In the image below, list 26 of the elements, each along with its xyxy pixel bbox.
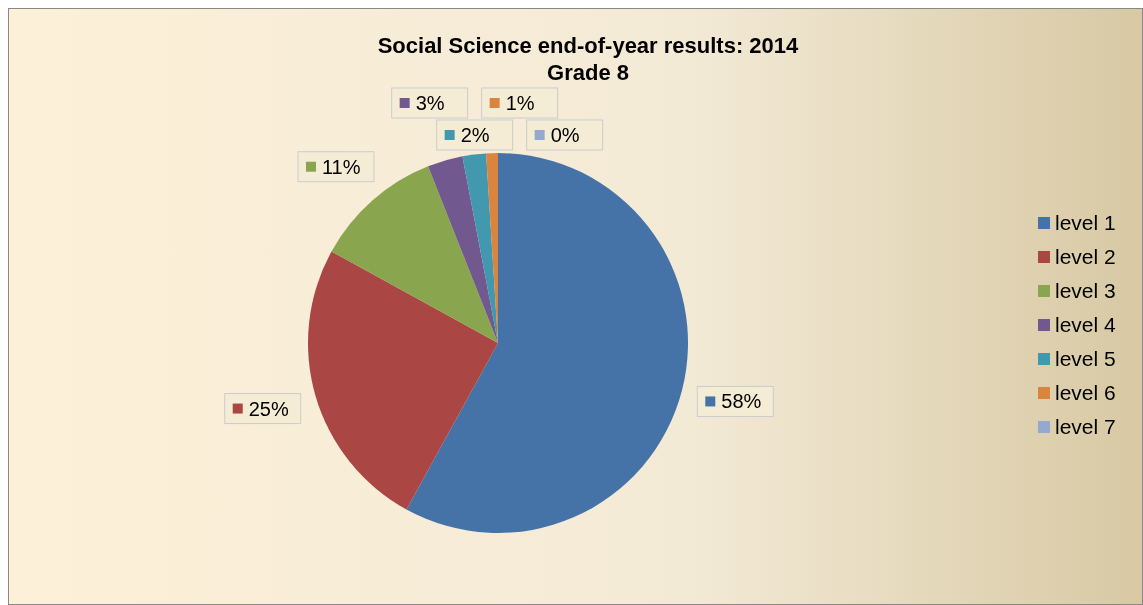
pie-slice — [428, 156, 498, 343]
callout: 2% — [436, 119, 514, 151]
legend-label: level 4 — [1055, 313, 1117, 336]
legend-label: level 3 — [1055, 279, 1116, 302]
callout: 25% — [224, 393, 302, 425]
pie-slice — [406, 153, 688, 533]
data-label: 25% — [248, 397, 289, 420]
chart-subtitle: Grade 8 — [547, 60, 629, 85]
callout: 11% — [297, 151, 375, 183]
legend-label: level 2 — [1055, 245, 1116, 268]
data-label: 3% — [415, 92, 445, 114]
legend-label: level 7 — [1055, 415, 1116, 438]
chart-title: Social Science end-of-year results: 2014 — [377, 33, 800, 58]
callout: 0% — [526, 119, 604, 151]
legend-label: level 1 — [1055, 211, 1116, 234]
callout: 58% — [696, 385, 774, 417]
data-label: 58% — [721, 390, 762, 413]
callout: 1% — [481, 87, 559, 119]
pie-slice — [308, 251, 498, 510]
legend-label: level 6 — [1055, 381, 1116, 404]
callout: 3% — [391, 87, 469, 119]
data-label: 11% — [321, 155, 361, 178]
data-label: 1% — [505, 92, 535, 114]
pie-slice — [462, 153, 498, 343]
legend-label: level 5 — [1055, 347, 1116, 370]
data-label: 2% — [460, 124, 490, 146]
